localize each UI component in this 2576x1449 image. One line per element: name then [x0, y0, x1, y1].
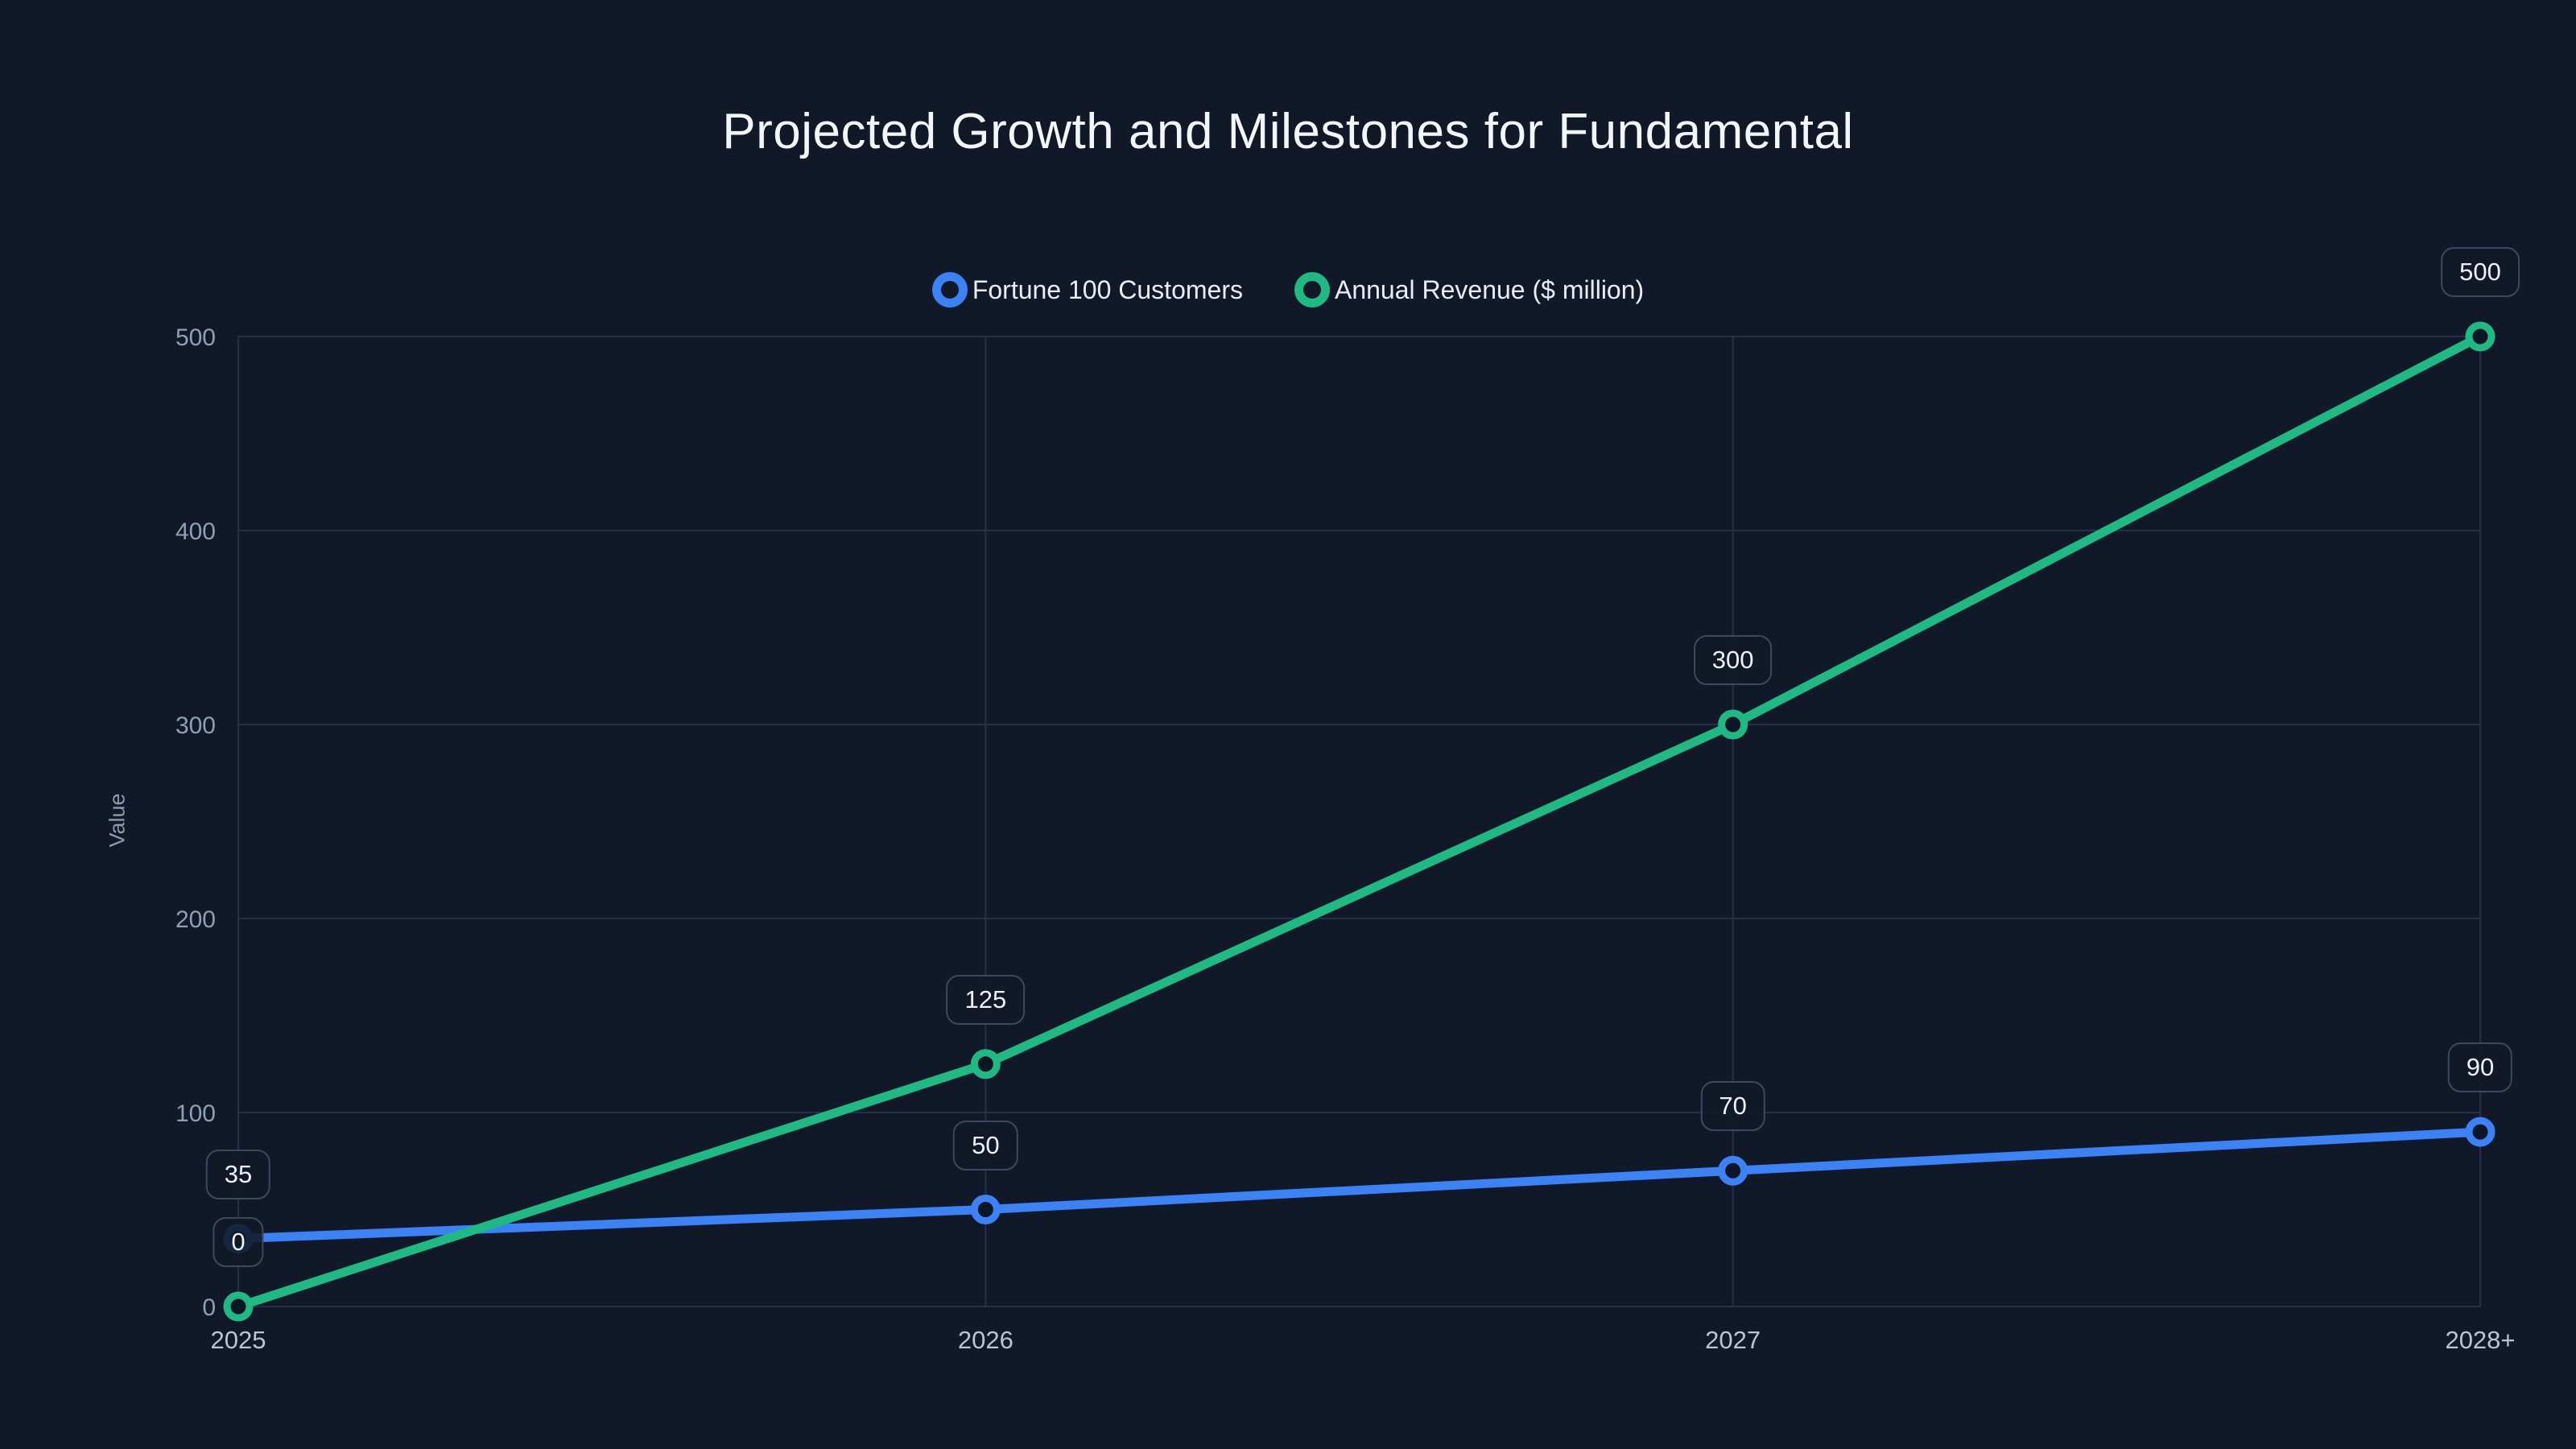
series-line	[233, 332, 2485, 1311]
data-point[interactable]	[970, 1195, 1001, 1224]
y-tick-label: 200	[175, 906, 216, 933]
legend-item[interactable]: Fortune 100 Customers	[931, 272, 1243, 308]
y-tick-label: 400	[175, 518, 216, 545]
legend-item[interactable]: Annual Revenue ($ million)	[1294, 272, 1644, 308]
x-tick-label: 2026	[958, 1326, 1013, 1354]
legend-label: Annual Revenue ($ million)	[1334, 275, 1645, 304]
legend-ring-icon	[1294, 272, 1330, 308]
data-point[interactable]	[1718, 709, 1748, 740]
y-axis-title: Value	[105, 793, 130, 848]
legend-label: Fortune 100 Customers	[972, 275, 1243, 304]
chart-title: Projected Growth and Milestones for Fund…	[722, 104, 1854, 159]
y-tick-label: 500	[175, 324, 216, 351]
chart-legend: Fortune 100 Customers Annual Revenue ($ m…	[0, 272, 2576, 308]
data-point[interactable]	[223, 1224, 254, 1254]
y-tick-label: 300	[175, 712, 216, 739]
data-point[interactable]	[1718, 1155, 1748, 1186]
x-tick-label: 2025	[211, 1326, 266, 1354]
y-tick-label: 0	[202, 1294, 216, 1321]
data-point[interactable]	[2465, 321, 2496, 352]
data-point[interactable]	[970, 1049, 1001, 1080]
x-tick-label: 2028+	[2445, 1326, 2515, 1354]
legend-ring-icon	[931, 272, 968, 308]
data-point[interactable]	[2465, 1117, 2496, 1147]
y-tick-label: 100	[175, 1100, 216, 1127]
series-line	[233, 1127, 2485, 1244]
x-tick-label: 2027	[1705, 1326, 1761, 1354]
data-point[interactable]	[223, 1291, 254, 1322]
